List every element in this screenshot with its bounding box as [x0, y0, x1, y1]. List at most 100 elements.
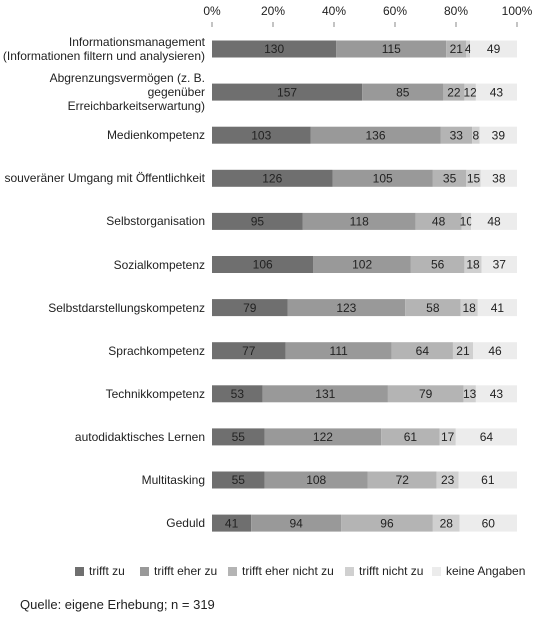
- bar-segment: [479, 126, 517, 144]
- bar-segment: [475, 385, 517, 403]
- category-label: Selbstdarstellungskompetenz: [48, 300, 205, 315]
- bar-segment: [310, 126, 441, 144]
- value-label: 64: [416, 344, 430, 358]
- bar-segment: [212, 514, 252, 532]
- legend-swatch: [228, 567, 237, 576]
- category-label: Sozialkompetenz: [113, 257, 205, 272]
- legend-swatch: [140, 567, 149, 576]
- category-label: Technikkompetenz: [105, 386, 205, 401]
- bar-segment: [455, 428, 517, 446]
- bar-segment: [285, 342, 392, 360]
- value-label: 136: [365, 128, 385, 142]
- bar-segment: [439, 428, 456, 446]
- bar-segment: [466, 169, 481, 187]
- bar-segment: [313, 256, 411, 273]
- value-label: 55: [232, 473, 246, 487]
- value-label: 17: [441, 430, 455, 444]
- value-label: 23: [441, 473, 455, 487]
- value-label: 79: [419, 387, 433, 401]
- bar-segment: [251, 514, 342, 532]
- value-label: 102: [352, 258, 372, 272]
- legend-label: keine Angaben: [446, 564, 525, 578]
- category-label: autodidaktisches Lernen: [74, 429, 205, 444]
- bar-segment: [470, 40, 517, 58]
- bar-segment: [463, 385, 476, 403]
- bar-segment: [432, 169, 467, 187]
- category-label: Geduld: [166, 516, 205, 531]
- value-label: 37: [493, 258, 507, 272]
- bar-segment: [481, 256, 517, 273]
- legend-label: trifft nicht zu: [359, 564, 423, 578]
- bar-segment: [212, 212, 303, 230]
- value-label: 56: [431, 258, 445, 272]
- category-label: Multitasking: [141, 473, 205, 487]
- value-label: 85: [396, 85, 410, 99]
- category-label: Sprachkompetenz: [108, 343, 205, 358]
- bar-segment: [410, 256, 465, 273]
- bar-segment: [212, 385, 263, 403]
- bar-segment: [381, 428, 440, 446]
- bar-segment: [212, 169, 333, 187]
- value-label: 130: [264, 42, 284, 56]
- category-label: Abgrenzungsvermögen (z. B. gegenüber Err…: [49, 71, 205, 114]
- value-label: 126: [262, 171, 282, 185]
- value-label: 46: [488, 344, 502, 358]
- value-label: 48: [432, 215, 446, 229]
- value-label: 4: [465, 42, 472, 56]
- bar-segment: [212, 299, 288, 317]
- value-label: 61: [404, 430, 418, 444]
- legend-label: trifft zu: [89, 564, 125, 578]
- value-label: 8: [473, 128, 480, 142]
- category-label: Selbstorganisation: [106, 214, 205, 229]
- bar-segment: [212, 256, 314, 273]
- value-label: 53: [231, 387, 245, 401]
- x-tick-label: 20%: [261, 4, 285, 18]
- value-label: 111: [330, 344, 349, 358]
- bar-segment: [436, 471, 459, 489]
- value-label: 72: [396, 473, 410, 487]
- bar-segment: [264, 428, 382, 446]
- bar-segment: [440, 126, 473, 144]
- value-label: 103: [251, 128, 271, 142]
- bar-segment: [362, 83, 444, 101]
- legend-label: trifft eher zu: [154, 564, 217, 578]
- value-label: 18: [463, 301, 477, 315]
- value-label: 131: [315, 387, 335, 401]
- category-label: Informationsmanagement (Informationen fi…: [2, 35, 205, 63]
- value-label: 60: [482, 516, 496, 530]
- bar-segment: [387, 385, 464, 403]
- bar-segment: [466, 40, 471, 58]
- bar-segment: [458, 471, 517, 489]
- value-label: 77: [242, 344, 256, 358]
- bar-segment: [341, 514, 433, 532]
- bar-segment: [367, 471, 437, 489]
- value-label: 22: [447, 85, 461, 99]
- value-label: 123: [336, 301, 356, 315]
- value-label: 108: [306, 473, 326, 487]
- bar-segment: [471, 212, 517, 230]
- bar-segment: [472, 126, 480, 144]
- value-label: 43: [490, 387, 504, 401]
- value-label: 48: [487, 215, 501, 229]
- legend-swatch: [75, 567, 84, 576]
- bar-segment: [460, 299, 478, 317]
- x-tick-label: 80%: [444, 4, 468, 18]
- bar-segment: [443, 83, 465, 101]
- bar-segment: [432, 514, 460, 532]
- bar-segment: [464, 83, 476, 101]
- bar-segment: [459, 514, 517, 532]
- value-label: 58: [426, 301, 440, 315]
- value-label: 18: [466, 258, 480, 272]
- value-label: 43: [490, 85, 504, 99]
- value-label: 49: [487, 42, 501, 56]
- bar-segment: [262, 385, 388, 403]
- value-label: 35: [443, 171, 457, 185]
- value-label: 115: [382, 42, 401, 56]
- value-label: 21: [450, 42, 464, 56]
- bar-segment: [446, 40, 467, 58]
- value-label: 21: [456, 344, 470, 358]
- bar-segment: [473, 342, 517, 360]
- value-label: 105: [373, 171, 393, 185]
